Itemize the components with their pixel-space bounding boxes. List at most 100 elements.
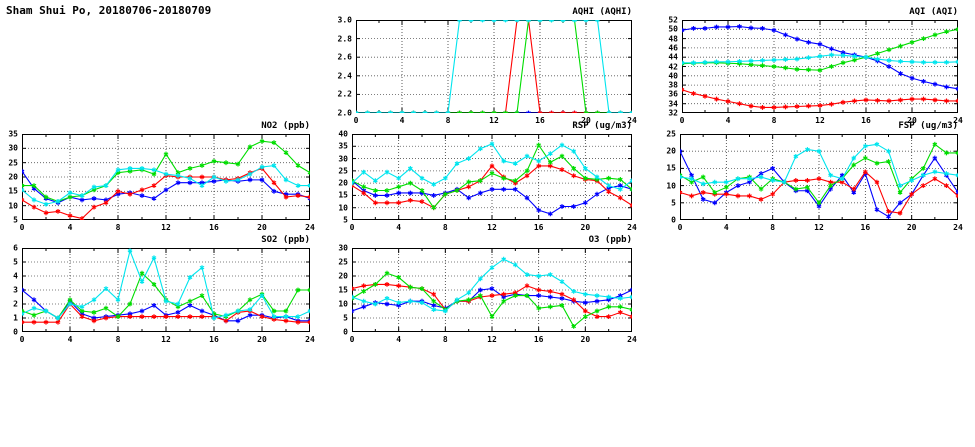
series-no2-day4 [22, 163, 310, 207]
plot-area-no2 [22, 134, 310, 220]
xtick-label: 8 [115, 223, 121, 232]
ytick-label: 35 [8, 129, 18, 139]
series-markers [682, 52, 958, 66]
series-fsp-day2 [680, 169, 958, 216]
ytick-label: 15 [338, 285, 348, 295]
series-markers [352, 141, 632, 192]
ytick-label: 15 [8, 186, 18, 196]
xtick-label: 20 [907, 116, 917, 125]
xtick-label: 0 [679, 116, 685, 125]
ytick-label: 10 [666, 181, 676, 191]
series-markers [680, 148, 958, 219]
plot-area-o3 [352, 248, 632, 332]
xtick-label: 20 [580, 335, 591, 344]
xtick-label: 12 [814, 223, 824, 232]
chart-panel-aqhi: AQHI (AQHI) 2.0 2.2 2.4 2.6 2.8 3.0 0 4 8 12 16 20 24 [338, 7, 637, 125]
ytick-label: 50 [668, 24, 678, 34]
series-line [22, 140, 310, 202]
xtick-label: 4 [67, 223, 73, 232]
chart-panel-o3: O3 (ppb) 0 5 10 15 20 25 30 0 4 8 12 16 20 24 [338, 235, 636, 344]
ytick-label: 25 [666, 129, 676, 139]
panel-title-o3: O3 (ppb) [588, 235, 632, 245]
series-markers [352, 142, 632, 211]
ytick-label: 34 [668, 99, 678, 109]
xtick-label: 24 [305, 223, 315, 232]
series-markers [356, 20, 632, 113]
ytick-label: 5 [343, 313, 348, 323]
series-aqi-day2 [682, 87, 958, 110]
page-title: Sham Shui Po, 20180706-20180709 [6, 4, 212, 17]
xtick-label: 20 [581, 116, 591, 125]
ytick-label: 5 [343, 215, 348, 225]
ytick-label: 40 [338, 129, 348, 139]
ytick-label: 10 [338, 203, 348, 213]
series-o3-day4 [352, 256, 632, 314]
xtick-label: 16 [209, 223, 219, 232]
ytick-label: 4 [13, 271, 18, 281]
ytick-label: 2 [13, 299, 18, 309]
series-aqhi-day4 [356, 20, 632, 113]
series-markers [356, 20, 632, 113]
chart-panel-aqi: AQI (AQI) 32 34 36 38 40 42 44 46 48 50 52 0 4 8 12 16 20… [668, 7, 962, 125]
xtick-label: 8 [445, 116, 451, 125]
xtick-label: 12 [489, 116, 499, 125]
xtick-label: 0 [677, 223, 683, 232]
xtick-label: 12 [487, 335, 497, 344]
ytick-label: 0 [343, 327, 348, 337]
panel-title-aqhi: AQHI (AQHI) [572, 7, 632, 17]
xtick-label: 16 [533, 223, 544, 232]
xtick-label: 12 [161, 223, 171, 232]
xtick-label: 20 [906, 223, 917, 232]
chart-panel-rsp: RSP (ug/m3) 5 10 15 20 25 30 35 40 0 4 8 12 16 20 24 [338, 121, 636, 232]
ytick-label: 15 [666, 163, 676, 173]
series-rsp-day3 [352, 142, 632, 211]
chart-panel-no2: NO2 (ppb) 5 10 15 20 25 30 35 0 4 8 12 16 20 24 [8, 121, 314, 232]
series-markers [680, 141, 958, 188]
xtick-label: 4 [399, 116, 405, 125]
ytick-label: 5 [13, 257, 18, 267]
series-line [356, 20, 632, 113]
xtick-label: 8 [770, 223, 776, 232]
ytick-label: 32 [668, 108, 678, 118]
ytick-label: 2.2 [337, 89, 352, 99]
series-markers [356, 20, 632, 113]
ytick-label: 25 [338, 166, 348, 176]
series-line [356, 20, 632, 113]
ytick-label: 20 [338, 178, 348, 188]
xtick-label: 8 [115, 335, 121, 344]
ytick-label: 25 [8, 158, 18, 168]
ytick-label: 52 [668, 15, 678, 25]
chart-panel-so2: SO2 (ppb) 0 1 2 3 4 5 6 0 4 8 12 16 20 24 [13, 235, 315, 344]
plot-area-fsp [680, 134, 958, 220]
ytick-label: 15 [338, 190, 348, 200]
xtick-label: 4 [396, 335, 402, 344]
ytick-label: 20 [338, 271, 348, 281]
ytick-label: 40 [668, 71, 678, 81]
xtick-label: 12 [487, 223, 497, 232]
series-markers [22, 248, 310, 321]
xtick-label: 16 [209, 335, 219, 344]
xtick-label: 16 [535, 116, 545, 125]
series-so2-day4 [22, 248, 310, 321]
xtick-label: 8 [442, 223, 448, 232]
panel-title-rsp: RSP (ug/m3) [572, 121, 632, 131]
series-fsp-day4 [680, 141, 958, 188]
ytick-label: 5 [671, 198, 676, 208]
xtick-label: 4 [725, 116, 731, 125]
ytick-label: 2.8 [337, 34, 352, 44]
xtick-label: 24 [953, 116, 963, 125]
plot-area-aqhi [356, 20, 632, 113]
xtick-label: 20 [257, 223, 267, 232]
series-markers [680, 169, 958, 216]
series-markers [22, 163, 310, 207]
xtick-label: 8 [442, 335, 448, 344]
xtick-label: 16 [860, 223, 871, 232]
xtick-label: 24 [627, 335, 637, 344]
xtick-label: 24 [627, 116, 637, 125]
ytick-label: 2.6 [337, 52, 352, 62]
xtick-label: 4 [396, 223, 402, 232]
ytick-label: 44 [668, 52, 678, 62]
plot-area-rsp [352, 134, 632, 220]
ytick-label: 30 [8, 143, 18, 153]
ytick-label: 6 [13, 243, 18, 253]
